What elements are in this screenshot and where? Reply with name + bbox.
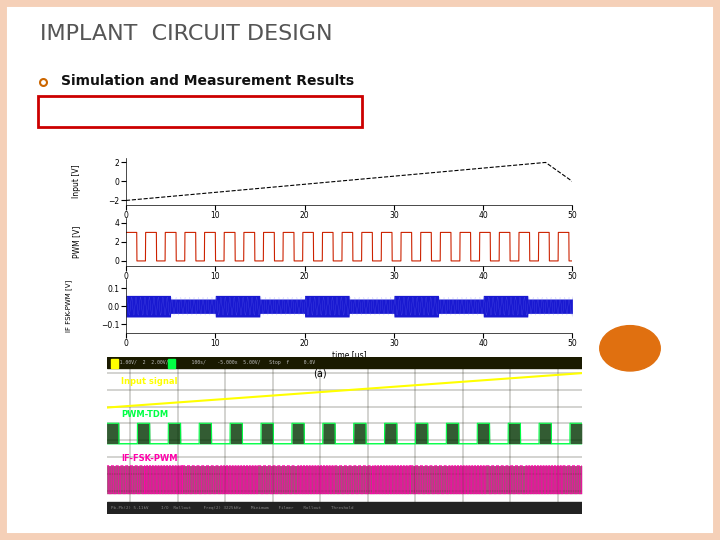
Circle shape <box>600 326 660 371</box>
Text: 1  1.00V/  2  2.00V/        100s/    -5.000x  5.00V/   Stop  f     0.0V: 1 1.00V/ 2 2.00V/ 100s/ -5.000x 5.00V/ S… <box>112 361 315 366</box>
Bar <box>168 359 176 368</box>
Text: IMPLANT  CIRCUIT DESIGN: IMPLANT CIRCUIT DESIGN <box>40 24 332 44</box>
Bar <box>107 357 582 368</box>
Text: (a): (a) <box>314 368 327 379</box>
Text: IF-FSK-PWM: IF-FSK-PWM <box>121 454 177 463</box>
FancyBboxPatch shape <box>38 96 362 127</box>
X-axis label: time [us]: time [us] <box>332 282 366 291</box>
Text: A.  Matlab-Simulink Modeling: A. Matlab-Simulink Modeling <box>50 105 232 118</box>
Y-axis label: IF FSK-PWM [V]: IF FSK-PWM [V] <box>66 280 73 332</box>
X-axis label: time [us]: time [us] <box>332 350 366 359</box>
Bar <box>107 502 582 514</box>
Text: PWM-TDM: PWM-TDM <box>121 410 168 419</box>
Text: Pb-Pk(2) 5.11kV     I/O  Rollout     Freq(2) 3225kHz    Minimum    Filmer    Rol: Pb-Pk(2) 5.11kV I/O Rollout Freq(2) 3225… <box>112 506 354 510</box>
Bar <box>112 359 118 368</box>
Text: Simulation and Measurement Results: Simulation and Measurement Results <box>61 74 354 88</box>
Y-axis label: Input [V]: Input [V] <box>72 165 81 198</box>
Text: Input signal: Input signal <box>121 377 177 386</box>
Y-axis label: PWM [V]: PWM [V] <box>72 226 81 258</box>
X-axis label: time [us]: time [us] <box>332 222 366 231</box>
